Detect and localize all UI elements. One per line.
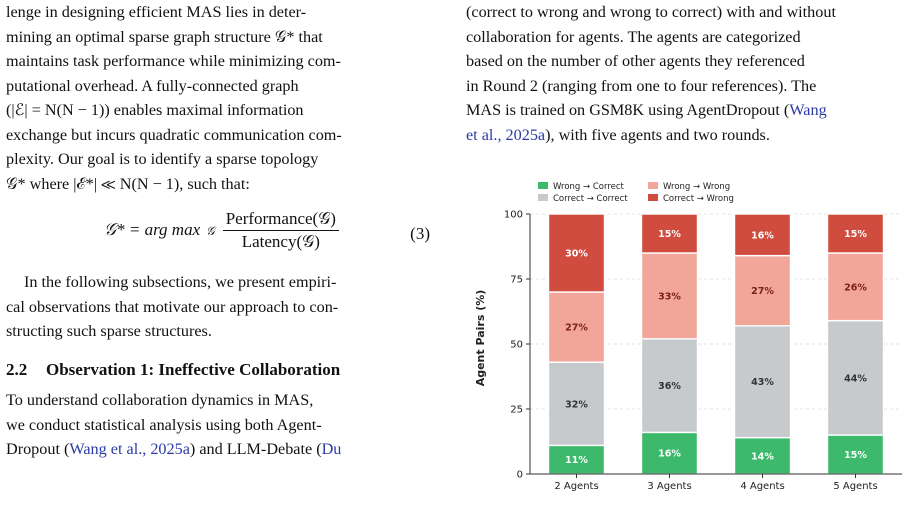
equation-denominator: Latency(𝒢) (241, 232, 320, 251)
chart-legend: Wrong → Correct Wrong → Wrong Correct → Co… (538, 182, 734, 204)
bar-segment (640, 213, 699, 254)
legend-label: Correct → Wrong (663, 194, 734, 204)
figure-caption: (correct to wrong and wrong to correct) … (466, 0, 916, 147)
legend-label: Wrong → Wrong (663, 182, 730, 192)
text-line: maintains task performance while minimiz… (6, 52, 341, 70)
data-label: 27% (751, 286, 774, 297)
left-column: lenge in designing efficient MAS lies in… (6, 0, 444, 462)
text-line: putational overhead. A fully-connected g… (6, 76, 299, 95)
bar-segment (733, 325, 792, 439)
text-line: MAS is trained on GSM8K using AgentDropo… (466, 98, 916, 123)
data-label: 36% (658, 381, 681, 392)
equation-3: 𝒢* = arg max 𝒢 Performance(𝒢) Latency(𝒢)… (6, 196, 444, 270)
text-span: Dropout ( (6, 440, 70, 458)
text-span: ), with five agents and two rounds. (545, 125, 770, 144)
bar-segment (547, 444, 606, 475)
data-label: 15% (844, 450, 867, 461)
text-line: (correct to wrong and wrong to correct) … (466, 3, 836, 21)
text-line: (|ℰ| = N(N − 1)) enables maximal informa… (6, 101, 304, 119)
text-line: Dropout (Wang et al., 2025a) and LLM-Deb… (6, 437, 444, 462)
text-line: To understand collaboration dynamics in … (6, 391, 314, 409)
data-label: 32% (565, 399, 588, 410)
data-label: 15% (844, 229, 867, 240)
right-column: (correct to wrong and wrong to correct) … (466, 0, 916, 147)
data-label: 15% (658, 229, 681, 240)
paragraph-1: lenge in designing efficient MAS lies in… (6, 0, 444, 196)
text-line: mining an optimal sparse graph structure… (6, 27, 323, 46)
y-tick-label: 100 (504, 210, 523, 221)
y-tick-label: 0 (517, 470, 523, 481)
data-label: 33% (658, 291, 681, 302)
bar-segment (733, 213, 792, 257)
legend-swatch (538, 182, 548, 189)
paragraph-2: In the following subsections, we present… (6, 270, 444, 344)
chart-bars: 11% 32% 27% 30% 16% 36% 33% 15% 14% 43% 27% 16% 15% 4… (547, 213, 885, 475)
x-tick-label: 3 Agents (647, 481, 691, 492)
text-line: lenge in designing efficient MAS lies in… (6, 3, 307, 21)
citation-link[interactable]: Wang (789, 101, 827, 119)
text-line: structing such sparse structures. (6, 322, 212, 340)
x-tick-label: 2 Agents (554, 481, 598, 492)
data-label: 16% (751, 230, 774, 241)
section-number: 2.2 (6, 359, 28, 379)
equation-number: (3) (410, 224, 430, 243)
legend-swatch (538, 194, 548, 201)
legend-swatch (648, 182, 658, 189)
data-label: 26% (844, 282, 867, 293)
text-line: based on the number of other agents they… (466, 52, 805, 70)
x-tick-label: 4 Agents (740, 481, 784, 492)
bar-segment (640, 252, 699, 340)
chart-axes: 0 25 50 75 100 2 Agents 3 Agents 4 Agents 5 Agen… (504, 210, 902, 492)
text-line: cal observations that motivate our appro… (6, 297, 339, 316)
legend-label: Correct → Correct (553, 194, 628, 204)
x-tick-label: 5 Agents (833, 481, 877, 492)
stacked-bar-chart: Wrong → Correct Wrong → Wrong Correct → Co… (474, 182, 902, 492)
data-label: 14% (751, 451, 774, 462)
legend-label: Wrong → Correct (553, 182, 625, 192)
text-span: MAS is trained on GSM8K using AgentDropo… (466, 101, 790, 119)
text-line: In the following subsections, we present… (24, 273, 337, 291)
bar-segment (826, 213, 885, 254)
citation-link[interactable]: et al., 2025a (466, 125, 546, 144)
paragraph-3: To understand collaboration dynamics in … (6, 388, 444, 462)
text-line: in Round 2 (ranging from one to four ref… (466, 76, 817, 95)
y-tick-label: 50 (510, 340, 523, 351)
data-label: 11% (565, 455, 588, 466)
text-line: exchange but incurs quadratic communicat… (6, 125, 342, 144)
bar-segment (826, 319, 885, 436)
equation-subscript: 𝒢 (206, 223, 215, 238)
data-label: 16% (658, 449, 681, 460)
y-tick-label: 25 (510, 405, 523, 416)
data-label: 30% (565, 249, 588, 260)
text-line: 𝒢* where |ℰ*| ≪ N(N − 1), such that: (6, 174, 250, 193)
bar-segment (733, 254, 792, 327)
citation-link[interactable]: Wang et al., 2025a (69, 440, 190, 458)
text-line: plexity. Our goal is to identify a spars… (6, 150, 319, 168)
y-axis-label: Agent Pairs (%) (474, 290, 487, 387)
text-line: et al., 2025a), with five agents and two… (466, 123, 916, 148)
equation-lhs: 𝒢* = arg max (104, 220, 201, 240)
bar-segment (547, 213, 606, 293)
legend-swatch (648, 194, 658, 201)
text-line: we conduct statistical analysis using bo… (6, 415, 322, 434)
text-line: collaboration for agents. The agents are… (466, 27, 801, 46)
data-label: 27% (565, 323, 588, 334)
section-title: Observation 1: Ineffective Collaboration (46, 359, 341, 379)
citation-link[interactable]: Du (321, 440, 342, 458)
equation-numerator: Performance(𝒢) (222, 208, 339, 231)
bar-segment (547, 361, 606, 447)
data-label: 44% (844, 373, 867, 384)
text-span: ) and LLM-Debate ( (189, 440, 322, 458)
equation-fraction: Performance(𝒢) Latency(𝒢) (222, 208, 339, 253)
data-label: 43% (751, 377, 774, 388)
y-tick-label: 75 (510, 275, 523, 286)
section-heading: 2.2 Observation 1: Ineffective Collaborat… (6, 358, 444, 383)
